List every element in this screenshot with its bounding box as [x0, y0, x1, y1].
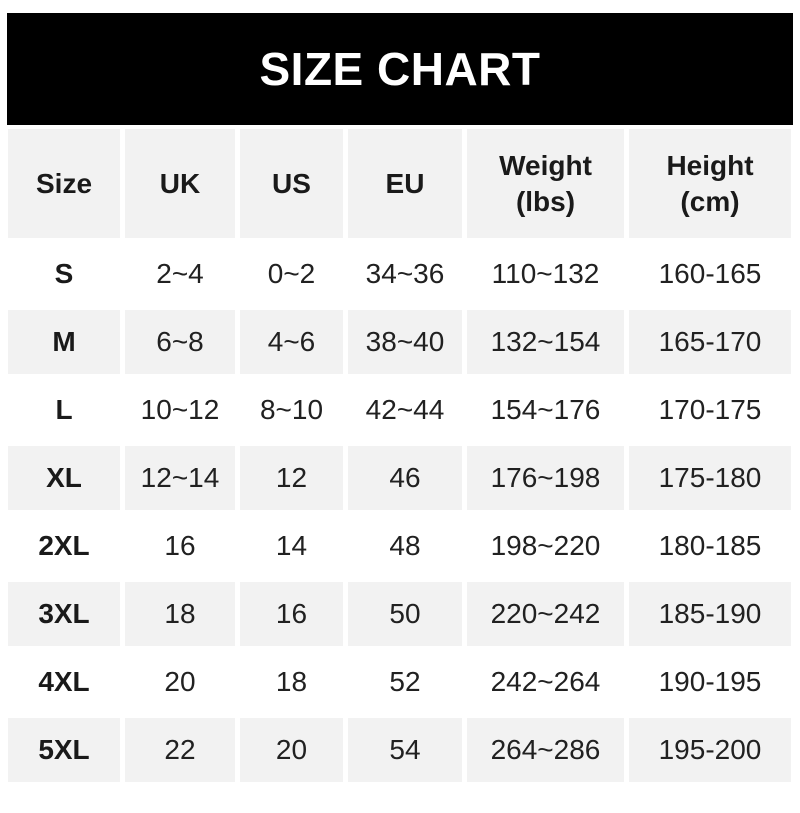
- value-cell: 20: [125, 650, 235, 714]
- page-title: SIZE CHART: [259, 43, 541, 95]
- size-table: Size UK US EU Weight (lbs) Height (cm) S…: [8, 129, 791, 782]
- value-cell: 34~36: [348, 242, 462, 306]
- col-header-size: Size: [8, 129, 120, 238]
- value-cell: 52: [348, 650, 462, 714]
- col-header-eu: EU: [348, 129, 462, 238]
- value-cell: 2~4: [125, 242, 235, 306]
- value-cell: 180-185: [629, 514, 791, 578]
- value-cell: 4~6: [240, 310, 343, 374]
- value-cell: 8~10: [240, 378, 343, 442]
- value-cell: 42~44: [348, 378, 462, 442]
- value-cell: 160-165: [629, 242, 791, 306]
- value-cell: 48: [348, 514, 462, 578]
- size-cell: 3XL: [8, 582, 120, 646]
- value-cell: 54: [348, 718, 462, 782]
- value-cell: 6~8: [125, 310, 235, 374]
- value-cell: 242~264: [467, 650, 624, 714]
- value-cell: 154~176: [467, 378, 624, 442]
- value-cell: 185-190: [629, 582, 791, 646]
- value-cell: 0~2: [240, 242, 343, 306]
- value-cell: 22: [125, 718, 235, 782]
- value-cell: 165-170: [629, 310, 791, 374]
- value-cell: 18: [125, 582, 235, 646]
- value-cell: 16: [125, 514, 235, 578]
- value-cell: 110~132: [467, 242, 624, 306]
- size-cell: 5XL: [8, 718, 120, 782]
- value-cell: 18: [240, 650, 343, 714]
- value-cell: 132~154: [467, 310, 624, 374]
- value-cell: 170-175: [629, 378, 791, 442]
- value-cell: 198~220: [467, 514, 624, 578]
- size-cell: 4XL: [8, 650, 120, 714]
- value-cell: 20: [240, 718, 343, 782]
- value-cell: 14: [240, 514, 343, 578]
- value-cell: 46: [348, 446, 462, 510]
- size-cell: L: [8, 378, 120, 442]
- size-cell: S: [8, 242, 120, 306]
- value-cell: 12: [240, 446, 343, 510]
- col-header-height: Height (cm): [629, 129, 791, 238]
- value-cell: 50: [348, 582, 462, 646]
- value-cell: 176~198: [467, 446, 624, 510]
- size-cell: M: [8, 310, 120, 374]
- col-header-us: US: [240, 129, 343, 238]
- size-chart-banner: SIZE CHART: [7, 13, 793, 125]
- value-cell: 175-180: [629, 446, 791, 510]
- value-cell: 264~286: [467, 718, 624, 782]
- size-cell: 2XL: [8, 514, 120, 578]
- col-header-weight: Weight (lbs): [467, 129, 624, 238]
- value-cell: 190-195: [629, 650, 791, 714]
- col-header-uk: UK: [125, 129, 235, 238]
- value-cell: 10~12: [125, 378, 235, 442]
- size-cell: XL: [8, 446, 120, 510]
- value-cell: 38~40: [348, 310, 462, 374]
- value-cell: 12~14: [125, 446, 235, 510]
- value-cell: 195-200: [629, 718, 791, 782]
- value-cell: 220~242: [467, 582, 624, 646]
- value-cell: 16: [240, 582, 343, 646]
